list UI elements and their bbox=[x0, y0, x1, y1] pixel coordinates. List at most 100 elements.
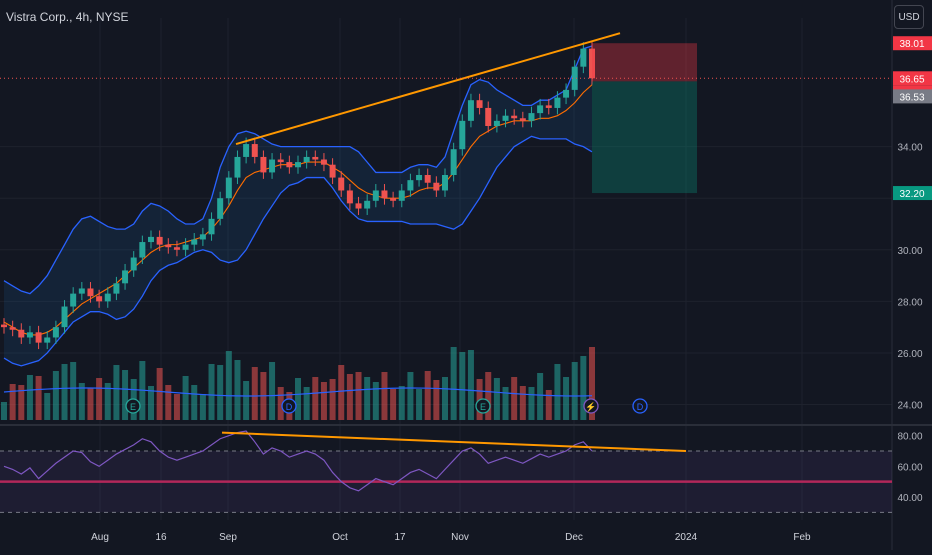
candle-body bbox=[122, 270, 129, 284]
volume-bar bbox=[364, 377, 371, 420]
y-tick-label: 26.00 bbox=[897, 349, 922, 360]
candle-body bbox=[346, 190, 353, 204]
candle-body bbox=[225, 177, 232, 199]
candle-body bbox=[364, 200, 371, 209]
volume-bar bbox=[199, 394, 206, 420]
volume-bar bbox=[44, 393, 51, 420]
candle-body bbox=[208, 218, 215, 235]
volume-bar bbox=[563, 377, 570, 420]
candle-body bbox=[554, 97, 561, 108]
candle-body bbox=[563, 89, 570, 98]
volume-bar bbox=[26, 375, 33, 420]
candle-body bbox=[78, 288, 85, 294]
candle-body bbox=[329, 164, 336, 178]
volume-bar bbox=[346, 374, 353, 420]
event-marker-label: D bbox=[637, 402, 644, 412]
volume-bar bbox=[502, 387, 509, 420]
volume-bar bbox=[338, 365, 345, 420]
candle-body bbox=[191, 239, 198, 245]
candle-body bbox=[260, 156, 267, 173]
candle-body bbox=[528, 113, 535, 121]
volume-bar bbox=[537, 373, 544, 420]
target-price-tag-bg bbox=[893, 186, 932, 201]
candle-body bbox=[165, 244, 172, 248]
volume-bar bbox=[70, 362, 77, 420]
volume-bar bbox=[485, 372, 492, 420]
volume-bar bbox=[303, 387, 310, 420]
y-tick-label: 34.00 bbox=[897, 143, 922, 154]
bollinger-lower-line bbox=[3, 135, 593, 367]
rsi-y-tick-label: 60.00 bbox=[897, 462, 922, 473]
volume-bar bbox=[225, 351, 232, 420]
y-tick-label: 28.00 bbox=[897, 297, 922, 308]
volume-bar bbox=[104, 383, 111, 420]
candle-body bbox=[303, 156, 310, 163]
volume-bar bbox=[545, 390, 552, 420]
rsi-y-tick-label: 80.00 bbox=[897, 432, 922, 443]
volume-bar bbox=[467, 350, 474, 420]
volume-bar bbox=[251, 367, 258, 420]
volume-bar bbox=[1, 402, 7, 420]
event-marker-label: E bbox=[130, 402, 136, 412]
volume-bar bbox=[61, 364, 68, 420]
volume-bar bbox=[329, 379, 336, 420]
volume-bar bbox=[295, 378, 301, 420]
volume-bar bbox=[511, 377, 518, 420]
rsi-trendline bbox=[221, 431, 687, 452]
volume-bar bbox=[182, 376, 189, 420]
candle-body bbox=[459, 120, 466, 150]
candle-body bbox=[61, 306, 68, 328]
volume-bar bbox=[424, 371, 431, 420]
stop-price-tag: 38.01 bbox=[899, 39, 924, 50]
candle-body bbox=[372, 190, 379, 201]
x-tick-label: 2024 bbox=[675, 532, 698, 543]
candle-body bbox=[424, 175, 431, 183]
candle-body bbox=[381, 190, 388, 199]
candle-body bbox=[467, 100, 474, 121]
event-marker-label: D bbox=[286, 402, 293, 412]
x-tick-label: Sep bbox=[219, 532, 237, 543]
candle-body bbox=[442, 175, 448, 191]
currency-button[interactable]: USD bbox=[894, 5, 924, 29]
candle-body bbox=[320, 159, 327, 165]
volume-bar bbox=[35, 376, 42, 420]
volume-bar bbox=[320, 382, 327, 420]
event-marker bbox=[475, 398, 491, 414]
candle-body bbox=[407, 180, 414, 191]
x-tick-label: 16 bbox=[155, 532, 167, 543]
volume-bar bbox=[243, 381, 250, 420]
entry-price-tag-bg bbox=[893, 89, 932, 104]
volume-bar bbox=[580, 356, 587, 420]
candle-body bbox=[295, 162, 301, 168]
candle-body bbox=[113, 283, 120, 294]
event-marker bbox=[125, 398, 141, 414]
last-price-tag: 36.65 bbox=[899, 74, 924, 85]
candle-body bbox=[433, 182, 440, 191]
volume-bar bbox=[554, 364, 561, 420]
alert-icon: ⚡ bbox=[585, 401, 596, 413]
volume-bar bbox=[589, 347, 595, 420]
volume-bar bbox=[217, 365, 224, 420]
volume-bar bbox=[528, 387, 535, 420]
volume-bar bbox=[312, 377, 319, 420]
candle-body bbox=[493, 120, 500, 126]
x-tick-label: Nov bbox=[451, 532, 469, 543]
y-tick-label: 30.00 bbox=[897, 246, 922, 257]
volume-bar bbox=[493, 378, 500, 420]
volume-bar bbox=[390, 389, 397, 420]
candle-body bbox=[243, 144, 250, 157]
candle-body bbox=[286, 162, 293, 168]
volume-bar bbox=[191, 385, 198, 420]
candle-body bbox=[52, 327, 59, 338]
candle-body bbox=[580, 48, 587, 67]
volume-bar bbox=[416, 389, 423, 420]
volume-bar bbox=[156, 368, 163, 420]
y-tick-label: 24.00 bbox=[897, 401, 922, 412]
volume-bar bbox=[148, 386, 154, 420]
candle-body bbox=[312, 156, 319, 160]
volume-bar bbox=[9, 384, 16, 420]
volume-bar bbox=[113, 365, 120, 420]
volume-average-line bbox=[3, 387, 593, 397]
